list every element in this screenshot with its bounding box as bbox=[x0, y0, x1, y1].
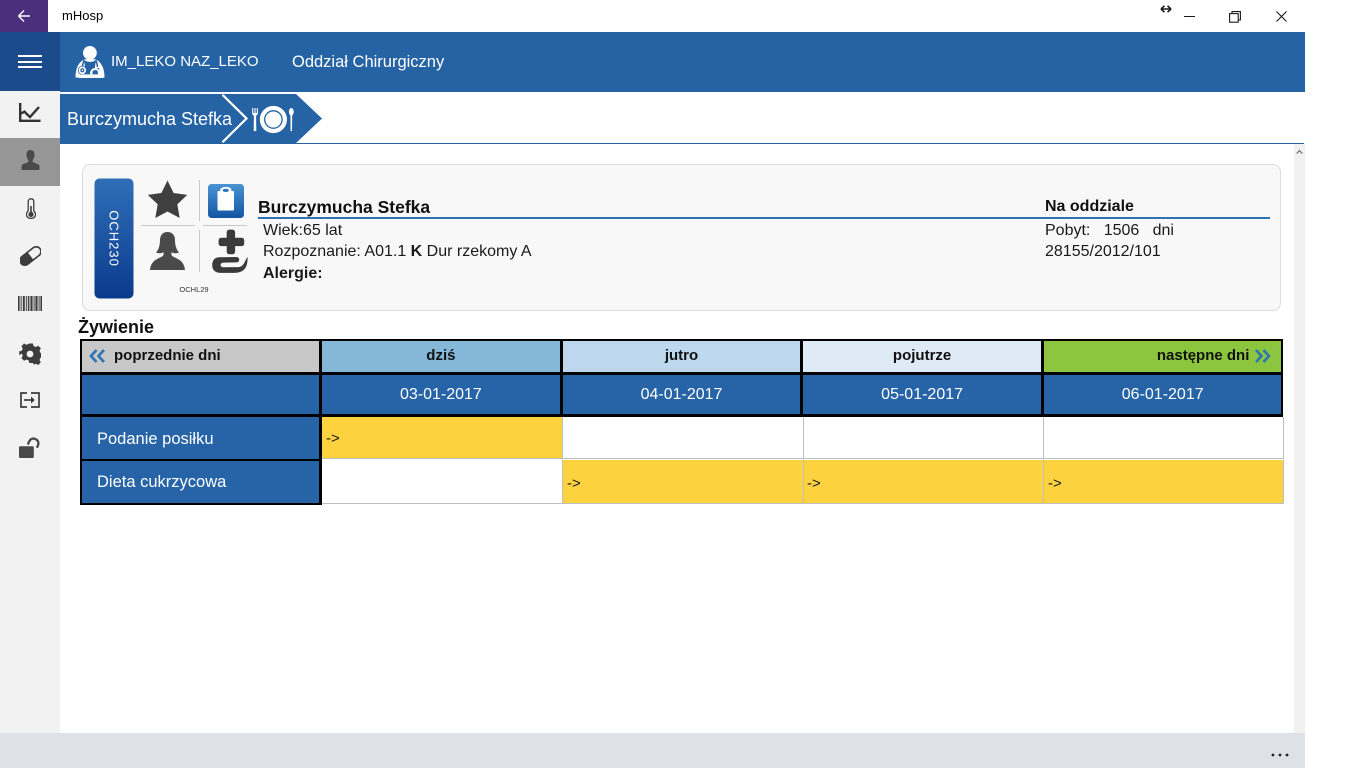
svg-text:OCH230: OCH230 bbox=[107, 210, 122, 267]
